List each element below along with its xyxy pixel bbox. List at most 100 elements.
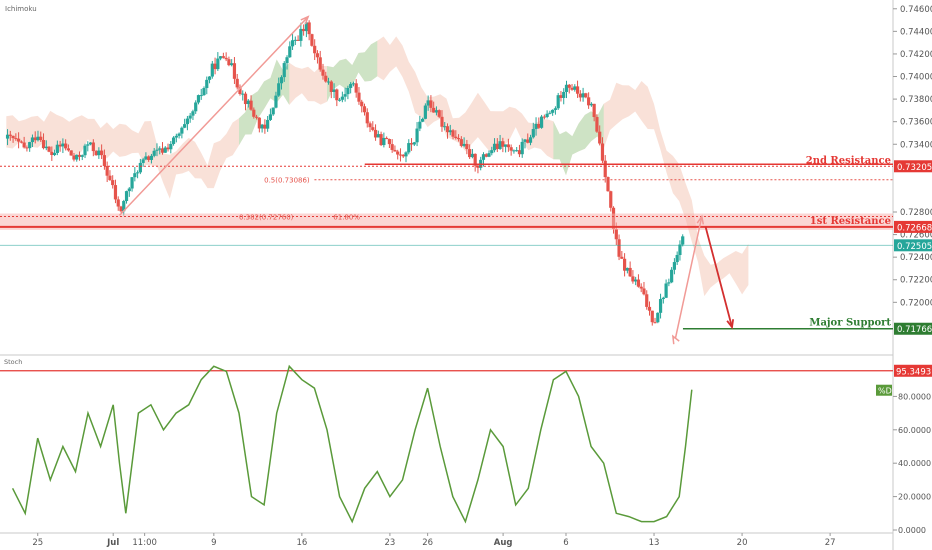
candle-body xyxy=(647,306,652,311)
stochastic-panel: Stoch 95.3493 80.0000 60.0000 40.0000 20.0000… xyxy=(0,358,932,535)
stoch-tick-label: 0.0000 xyxy=(898,526,926,535)
candle-body xyxy=(5,134,10,139)
candle-body xyxy=(230,63,234,66)
price-tick-label: 0.72000 xyxy=(900,298,932,308)
candle-body xyxy=(11,135,15,139)
candle-body xyxy=(409,143,414,145)
candle-body xyxy=(636,279,641,287)
candle-body xyxy=(426,100,430,106)
time-tick-label: 27 xyxy=(825,538,836,548)
stoch-badge-label: 95.3493 xyxy=(896,367,931,377)
candle-body xyxy=(122,201,126,212)
candle-body xyxy=(634,279,638,282)
candle-body xyxy=(238,87,242,94)
candle-body xyxy=(130,177,134,189)
grid xyxy=(0,0,894,550)
price-badge xyxy=(894,322,932,335)
candle-body xyxy=(396,151,400,155)
candle-body xyxy=(50,151,54,156)
candle-body xyxy=(603,160,607,178)
fib-label-382: 0.382(0.72760) xyxy=(239,214,294,222)
candle-body xyxy=(537,123,541,128)
candle-body xyxy=(349,84,353,88)
ichimoku-cloud xyxy=(6,36,749,297)
candle-body xyxy=(509,147,513,151)
candle-body xyxy=(19,141,23,143)
candle-body xyxy=(213,63,217,70)
candle-body xyxy=(681,236,685,245)
candle-body xyxy=(678,244,682,255)
candle-body xyxy=(581,93,585,98)
price-badge-label: 0.72668 xyxy=(897,223,932,233)
candle-body xyxy=(147,156,151,160)
candle-body xyxy=(434,110,439,113)
candle-body xyxy=(61,143,65,147)
candle-body xyxy=(288,46,292,58)
candle-body xyxy=(313,45,317,54)
stoch-tick-label: 40.0000 xyxy=(898,459,931,468)
candle-body xyxy=(595,117,599,132)
candle-body xyxy=(664,283,668,298)
candle-body xyxy=(578,93,582,98)
stoch-label: Stoch xyxy=(4,358,22,366)
candle-body xyxy=(72,155,76,160)
candle-body xyxy=(393,149,397,152)
time-tick-label: Aug xyxy=(494,538,513,548)
candle-body xyxy=(667,282,671,284)
candle-body xyxy=(285,57,289,64)
price-tick-label: 0.73800 xyxy=(900,95,932,105)
candle-body xyxy=(321,69,325,76)
time-tick-label: 6 xyxy=(563,538,568,548)
candle-body xyxy=(484,154,488,157)
candles xyxy=(5,20,685,326)
candle-body xyxy=(584,93,588,98)
forecast-drop-arrow-head xyxy=(726,319,735,330)
candle-body xyxy=(589,103,593,106)
price-tick-label: 0.73600 xyxy=(900,118,932,128)
candle-body xyxy=(564,84,569,92)
candle-body xyxy=(318,57,322,70)
candle-body xyxy=(183,124,187,128)
candle-body xyxy=(501,141,505,147)
candle-body xyxy=(133,173,137,178)
candle-body xyxy=(271,107,275,115)
price-badge xyxy=(894,160,932,173)
candle-body xyxy=(55,144,59,153)
candle-body xyxy=(252,109,256,117)
candle-body xyxy=(221,56,225,58)
candle-body xyxy=(343,94,347,97)
price-badge xyxy=(894,239,932,252)
annotations: 0.5(0.73086) 0.382(0.72760) 61.80% xyxy=(118,15,735,345)
indicator-label: Ichimoku xyxy=(5,5,37,13)
candle-body xyxy=(188,115,192,119)
candle-body xyxy=(515,150,519,152)
candle-body xyxy=(243,93,248,105)
fib-label-50: 0.5(0.73086) xyxy=(264,177,310,185)
candle-body xyxy=(199,95,203,97)
candle-body xyxy=(41,140,46,149)
candle-body xyxy=(207,76,212,80)
candle-body xyxy=(102,155,106,166)
candle-body xyxy=(138,162,142,173)
candle-body xyxy=(556,95,560,109)
level-label: 1st Resistance xyxy=(810,216,891,227)
candle-body xyxy=(108,175,112,181)
candle-body xyxy=(368,123,372,128)
price-badge-label: 0.73205 xyxy=(897,163,932,173)
price-tick-label: 0.74600 xyxy=(900,5,932,15)
candle-body xyxy=(91,142,95,152)
candle-body xyxy=(158,148,162,150)
candle-body xyxy=(202,88,206,96)
candle-body xyxy=(135,172,140,174)
candle-body xyxy=(324,75,328,82)
candle-body xyxy=(14,138,18,140)
candle-body xyxy=(592,103,596,118)
candle-body xyxy=(25,147,29,149)
candle-body xyxy=(180,127,184,134)
candle-body xyxy=(379,134,383,146)
candle-body xyxy=(8,134,12,136)
candle-body xyxy=(506,144,510,148)
candle-body xyxy=(304,22,308,32)
candle-body xyxy=(149,155,154,160)
candle-body xyxy=(22,142,26,148)
